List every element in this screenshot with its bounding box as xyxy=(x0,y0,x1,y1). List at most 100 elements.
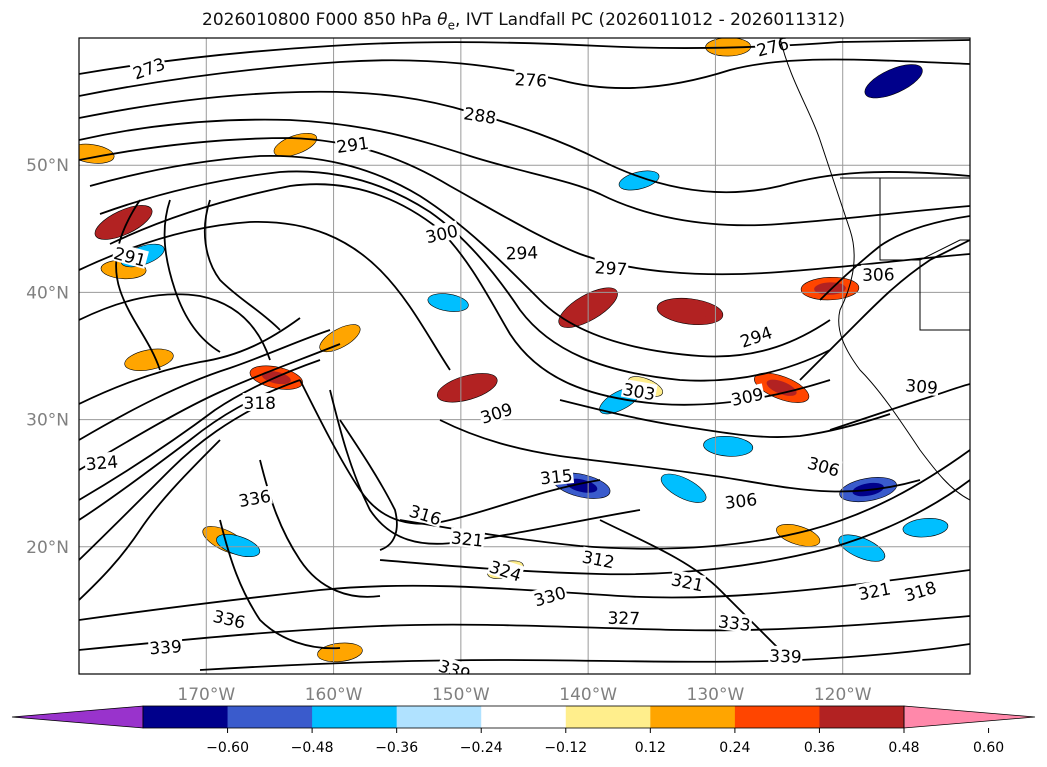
colorbar-segment xyxy=(734,706,820,728)
colorbar-tick-label: 0.36 xyxy=(804,740,835,756)
contour-label: 276 xyxy=(755,34,791,61)
contour-label: 297 xyxy=(594,258,628,280)
contour-label: 339 xyxy=(769,647,802,668)
contour-line xyxy=(79,221,451,371)
contour-line xyxy=(79,293,271,361)
x-tick-label: 120°W xyxy=(814,685,872,705)
contour-line xyxy=(79,359,321,501)
contour-line xyxy=(99,170,831,382)
contour-label-bg xyxy=(129,53,168,82)
contour-line xyxy=(79,317,301,405)
y-tick-label: 50°N xyxy=(26,156,69,176)
contour-label-bg xyxy=(242,393,277,412)
plot-background xyxy=(79,38,970,674)
pc-anomaly-blob xyxy=(216,534,261,558)
chart-title: 2026010800 F000 850 hPa θe, IVT Landfall… xyxy=(202,10,845,33)
contour-line xyxy=(109,183,831,406)
pc-anomaly-core xyxy=(814,282,846,295)
contour-label-bg xyxy=(477,398,516,427)
contour-label: 321 xyxy=(450,529,484,552)
colorbar-tick-label: 0.48 xyxy=(888,740,919,756)
state-border xyxy=(919,239,970,261)
contour-line xyxy=(79,90,970,194)
contour-label-bg xyxy=(504,242,540,262)
contour-line xyxy=(79,569,970,621)
contour-label-bg xyxy=(435,655,474,674)
contour-line xyxy=(559,399,891,438)
x-tick-label: 160°W xyxy=(305,685,363,705)
colorbar-tick-label: 0.12 xyxy=(635,740,666,756)
contour-label-bg xyxy=(513,69,549,89)
coastlines xyxy=(779,38,970,501)
contour-label: 339 xyxy=(149,637,183,659)
y-tick-label: 30°N xyxy=(26,411,69,431)
colorbar-segment xyxy=(143,706,229,728)
pc-anomaly-blob xyxy=(124,348,174,371)
contour-label-bg xyxy=(901,576,939,604)
x-axis: 170°W 160°W 150°W 140°W 130°W 120°W xyxy=(177,685,871,705)
pc-anomaly-blob xyxy=(79,143,115,164)
contour-label: 306 xyxy=(862,265,895,286)
contour-label-bg xyxy=(538,465,575,487)
contour-label-bg xyxy=(861,264,896,283)
contour-line xyxy=(439,419,921,493)
contour-label: 276 xyxy=(514,70,547,92)
contour-label-bg xyxy=(728,383,766,409)
contour-line xyxy=(199,643,970,671)
colorbar-frame xyxy=(142,705,905,729)
contour-line xyxy=(339,419,398,551)
contour-label-bg xyxy=(334,132,371,156)
pc-anomaly-blob xyxy=(618,170,660,191)
colorbar-tick-label: −0.12 xyxy=(544,740,587,756)
contour-label: 318 xyxy=(244,394,276,414)
contour-label-bg xyxy=(461,103,499,127)
contour-line xyxy=(79,39,970,75)
contour-label-bg xyxy=(580,546,617,571)
contour-label-bg xyxy=(147,636,184,657)
colorbar-segment xyxy=(819,706,905,728)
contour-label-bg xyxy=(530,582,569,609)
colorbar-tick-label: −0.60 xyxy=(206,740,249,756)
pc-anomaly-core xyxy=(877,72,910,91)
pc-anomaly-blob xyxy=(902,518,949,538)
contour-label-bg xyxy=(722,489,759,512)
contour-line xyxy=(89,154,831,358)
contour-line xyxy=(79,118,970,227)
contour-line xyxy=(79,439,221,601)
contour-line xyxy=(79,137,970,276)
pc-anomaly-core xyxy=(107,213,140,232)
pc-anomaly-blob xyxy=(319,324,361,353)
pc-anomaly-core xyxy=(671,304,709,319)
x-tick-label: 130°W xyxy=(687,685,745,705)
contour-line xyxy=(829,383,970,431)
pc-anomaly-blob xyxy=(427,293,469,312)
contour-label-bg xyxy=(669,569,707,594)
contour-label: 327 xyxy=(607,609,640,630)
contour-label-bg xyxy=(753,38,792,59)
colorbar-tick-label: −0.24 xyxy=(460,740,503,756)
contour-line xyxy=(79,343,341,471)
contour-label-bg xyxy=(422,220,461,246)
contour-line xyxy=(379,479,970,576)
colorbar-segment xyxy=(565,706,651,728)
y-axis: 20°N 30°N 40°N 50°N xyxy=(26,156,69,558)
contour-label-bg xyxy=(111,242,149,269)
contour-label-bg xyxy=(84,451,120,473)
contour-label-bg xyxy=(449,527,486,549)
pc-anomaly-core xyxy=(450,379,484,396)
contour-label: 309 xyxy=(905,376,939,399)
contour-label: 333 xyxy=(717,612,752,636)
contour-line xyxy=(329,389,641,545)
colorbar-tick-label: 0.60 xyxy=(973,740,1004,756)
coastline-north-america xyxy=(779,38,970,501)
contour-label: 294 xyxy=(505,243,538,264)
contour-label: 306 xyxy=(724,490,759,514)
pc-anomaly-layer xyxy=(79,38,949,663)
colorbar-segment xyxy=(312,706,398,728)
colorbar-segment xyxy=(481,706,567,728)
contour-line xyxy=(79,615,970,651)
pc-anomaly-blob xyxy=(660,473,707,503)
gridlines xyxy=(79,38,970,674)
x-tick-label: 140°W xyxy=(559,685,617,705)
